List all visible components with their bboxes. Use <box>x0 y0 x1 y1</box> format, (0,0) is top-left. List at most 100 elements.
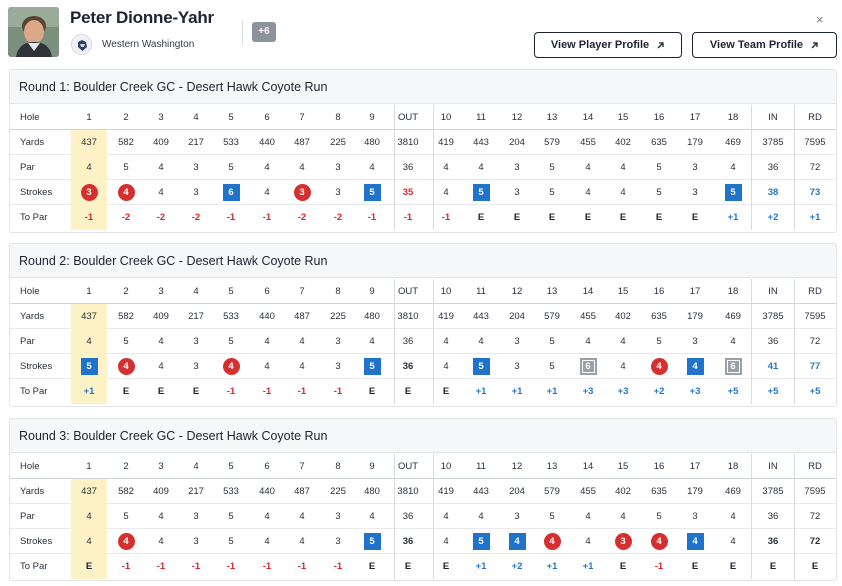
yards-cell: 455 <box>580 311 596 322</box>
stroke-value: 5 <box>369 187 375 198</box>
yards-cell: 217 <box>188 486 204 497</box>
par-row: Par 4 5 4 3 5 4 4 3 4 36 4 4 3 5 4 4 5 3 4 36 72 <box>10 329 836 354</box>
hole-header: 2 <box>123 461 129 472</box>
par-cell: 36 <box>767 511 779 522</box>
double-bogey-frame <box>581 360 595 373</box>
to-par-cell: -2 <box>191 212 201 223</box>
to-par-label: To Par <box>20 212 48 223</box>
par-cell: 4 <box>443 336 449 347</box>
strokes-cell: 4 <box>620 361 626 372</box>
yards-label: Yards <box>20 311 45 322</box>
par-cell: 3 <box>514 162 520 173</box>
to-par-cell: E <box>477 212 485 223</box>
strokes-cell: 4 <box>299 536 305 547</box>
strokes-cell: 4 <box>585 536 591 547</box>
strokes-cell: 6 <box>214 180 249 205</box>
stroke-value: 4 <box>228 361 234 372</box>
yards-cell: 437 <box>71 479 107 504</box>
strokes-cell: 3 <box>335 536 341 547</box>
par-cell: 4 <box>71 329 107 354</box>
hole-row: Hole 1 2 3 4 5 6 7 8 9 OUT 10 11 12 13 14 15 16 17 18 IN RD <box>10 454 836 479</box>
to-par-cell: E <box>691 561 699 572</box>
to-par-cell: +1 <box>71 379 107 404</box>
close-icon[interactable]: × <box>816 12 824 27</box>
view-team-profile-button[interactable]: View Team Profile <box>692 32 837 58</box>
stroke-value: 4 <box>123 361 129 372</box>
strokes-cell: 3 <box>193 187 199 198</box>
round-title: Round 1: Boulder Creek GC - Desert Hawk … <box>10 70 836 104</box>
hole-header: IN <box>768 112 778 123</box>
to-par-cell: -2 <box>156 212 166 223</box>
stroke-value: 5 <box>730 187 736 198</box>
strokes-cell: 5 <box>464 180 499 205</box>
par-row: Par 4 5 4 3 5 4 4 3 4 36 4 4 3 5 4 4 5 3 4 36 72 <box>10 504 836 529</box>
par-cell: 5 <box>228 511 234 522</box>
hole-header: 16 <box>653 112 665 123</box>
stroke-value: 3 <box>86 187 92 198</box>
hole-header: 17 <box>689 286 701 297</box>
yards-cell: 179 <box>687 486 703 497</box>
column-divider <box>751 105 752 230</box>
strokes-cell: 3 <box>71 180 107 205</box>
header-divider <box>242 21 243 45</box>
view-player-profile-label: View Player Profile <box>550 39 650 51</box>
par-cell: 5 <box>123 162 129 173</box>
yards-cell: 3785 <box>762 311 784 322</box>
par-cell: 5 <box>123 336 129 347</box>
hole-header: 11 <box>476 461 486 472</box>
hole-header: 2 <box>123 112 129 123</box>
hole-header: 7 <box>299 112 305 123</box>
birdie-marker: 4 <box>543 533 561 550</box>
strokes-cell: 6 <box>571 354 606 379</box>
yards-cell: 402 <box>615 311 631 322</box>
to-par-cell: E <box>368 386 376 397</box>
yards-cell: 3810 <box>397 486 419 497</box>
column-divider <box>433 454 434 579</box>
hole-header: 3 <box>158 112 164 123</box>
par-cell: 36 <box>767 162 779 173</box>
column-divider <box>433 105 434 230</box>
hole-header: IN <box>768 286 778 297</box>
par-cell: 36 <box>402 336 414 347</box>
column-divider <box>794 454 795 579</box>
stroke-value: 5 <box>478 361 484 372</box>
hole-header: 1 <box>86 286 92 297</box>
view-team-profile-label: View Team Profile <box>709 39 804 51</box>
to-par-cell: E <box>769 561 777 572</box>
yards-cell: 487 <box>294 137 310 148</box>
hole-header: 13 <box>546 461 558 472</box>
strokes-cell: 3 <box>514 361 520 372</box>
par-cell: 4 <box>478 336 484 347</box>
birdie-marker: 3 <box>80 184 98 201</box>
par-cell: 5 <box>549 511 555 522</box>
bogey-marker: 4 <box>508 533 526 550</box>
par-cell: 4 <box>620 336 626 347</box>
par-cell: 3 <box>335 162 341 173</box>
hole-label: Hole <box>20 112 40 123</box>
column-divider <box>751 454 752 579</box>
player-name: Peter Dionne-Yahr <box>70 8 214 27</box>
strokes-cell: 36 <box>402 536 414 547</box>
hole-header: OUT <box>397 112 419 123</box>
bogey-marker: 5 <box>472 533 490 550</box>
to-par-cell: +1 <box>511 386 523 397</box>
strokes-cell: 4 <box>109 529 144 554</box>
yards-cell: 469 <box>725 311 741 322</box>
par-cell: 3 <box>193 336 199 347</box>
yards-cell: 3810 <box>397 137 419 148</box>
view-player-profile-button[interactable]: View Player Profile <box>534 32 682 58</box>
arrow-up-right-icon <box>657 41 664 48</box>
yards-cell: 533 <box>223 137 239 148</box>
strokes-cell: 3 <box>692 187 698 198</box>
to-par-cell: +1 <box>475 561 487 572</box>
strokes-cell: 4 <box>642 529 677 554</box>
hole-header: 2 <box>123 286 129 297</box>
more-players-badge[interactable]: +6 <box>252 22 276 42</box>
bogey-marker: 5 <box>724 184 742 201</box>
par-cell: 4 <box>158 511 164 522</box>
stroke-value: 4 <box>514 536 520 547</box>
yards-cell: 635 <box>651 137 667 148</box>
strokes-cell: 4 <box>71 529 107 554</box>
par-cell: 5 <box>123 511 129 522</box>
hole-header: 9 <box>369 112 375 123</box>
